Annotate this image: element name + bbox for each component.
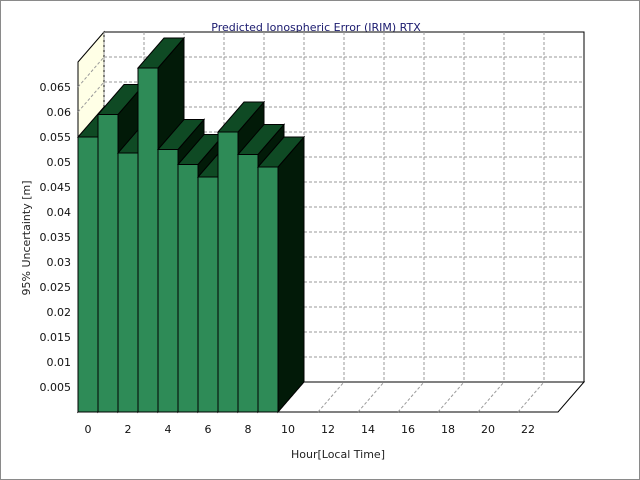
floor-grid-line — [397, 381, 425, 413]
bar-front — [77, 136, 99, 413]
bar-front — [237, 154, 259, 413]
x-axis-ticks: 0 2 4 6 8 10 12 14 16 18 20 22 — [85, 423, 536, 436]
x-tick-label: 8 — [245, 423, 252, 436]
x-tick-label: 22 — [521, 423, 535, 436]
x-tick-label: 2 — [125, 423, 132, 436]
floor-grid-line — [437, 381, 465, 413]
y-tick-label: 0.01 — [47, 356, 72, 369]
x-tick-label: 10 — [281, 423, 295, 436]
bar-9 — [256, 135, 306, 414]
y-tick-label: 0.04 — [47, 206, 72, 219]
bar-front — [97, 114, 119, 413]
chart-title: Predicted Ionospheric Error (IRIM) RTX — [211, 21, 421, 34]
x-tick-label: 6 — [205, 423, 212, 436]
x-tick-label: 18 — [441, 423, 455, 436]
y-tick-label: 0.015 — [40, 331, 72, 344]
bar-front — [157, 149, 179, 413]
floor-grid-line — [317, 381, 345, 413]
y-tick-label: 0.03 — [47, 256, 72, 269]
bar-side — [277, 135, 305, 414]
h-grid-line-wall — [77, 56, 105, 88]
y-tick-label: 0.05 — [47, 156, 72, 169]
y-tick-label: 0.025 — [40, 281, 72, 294]
x-tick-label: 4 — [165, 423, 172, 436]
bar-front — [257, 166, 279, 413]
y-tick-label: 0.02 — [47, 306, 72, 319]
y-tick-label: 0.005 — [40, 381, 72, 394]
y-tick-label: 0.065 — [40, 81, 72, 94]
y-tick-label: 0.035 — [40, 231, 72, 244]
bar-front — [117, 152, 139, 413]
h-grid-line-wall — [77, 81, 105, 113]
x-tick-label: 12 — [321, 423, 335, 436]
y-tick-label: 0.06 — [47, 106, 72, 119]
floor-grid-line — [357, 381, 385, 413]
x-tick-label: 16 — [401, 423, 415, 436]
y-tick-label: 0.055 — [40, 131, 72, 144]
bar-front — [217, 131, 239, 413]
y-axis-ticks: 0.005 0.01 0.015 0.02 0.025 0.03 0.035 0.04 0.04… — [40, 81, 72, 394]
floor-grid-line — [517, 381, 545, 413]
bar-front — [177, 164, 199, 413]
x-tick-label: 20 — [481, 423, 495, 436]
y-axis-label: 95% Uncertainty [m] — [20, 180, 33, 295]
y-tick-label: 0.045 — [40, 181, 72, 194]
bar-front — [197, 176, 219, 413]
bar-front — [137, 67, 159, 413]
floor-grid-line — [477, 381, 505, 413]
x-axis-label: Hour[Local Time] — [291, 448, 385, 461]
x-tick-label: 14 — [361, 423, 375, 436]
x-tick-label: 0 — [85, 423, 92, 436]
bar-series — [76, 36, 306, 414]
